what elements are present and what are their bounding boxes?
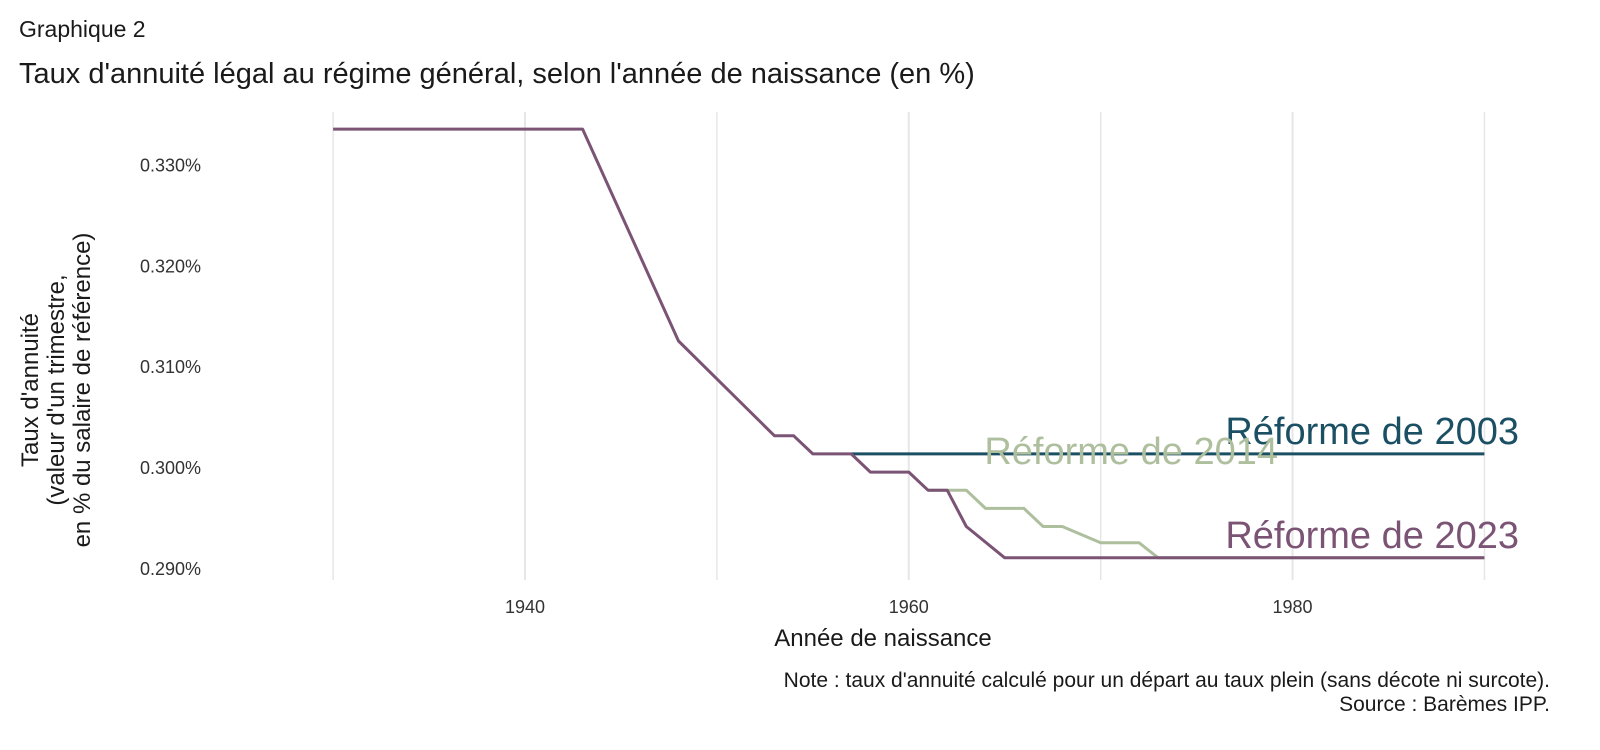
y-tick-label: 0.290%	[140, 559, 201, 579]
y-tick-label: 0.320%	[140, 256, 201, 276]
chart-title: Taux d'annuité légal au régime général, …	[19, 58, 975, 90]
source-text: Source : Barèmes IPP.	[1339, 693, 1550, 716]
y-axis-label-line: Taux d'annuité	[17, 313, 44, 467]
y-axis-label-line: en % du salaire de référence)	[69, 233, 96, 548]
x-tick-label: 1960	[889, 597, 929, 617]
y-axis-label-line: (valeur d'un trimestre,	[43, 274, 70, 505]
y-tick-label: 0.300%	[140, 458, 201, 478]
y-tick-label: 0.310%	[140, 357, 201, 377]
y-tick-label: 0.330%	[140, 155, 201, 175]
series-label: Réforme de 2014	[984, 431, 1278, 473]
y-axis-label: Taux d'annuité (valeur d'un trimestre, en …	[17, 233, 96, 548]
x-tick-label: 1980	[1273, 597, 1313, 617]
x-axis-ticks: 1940 1960 1980	[505, 597, 1313, 617]
note-text: Note : taux d'annuité calculé pour un dé…	[783, 669, 1550, 692]
series-lines	[333, 127, 1485, 560]
chart-note: Note : taux d'annuité calculé pour un dé…	[784, 669, 1550, 717]
grid-lines	[332, 112, 1486, 580]
graph-number: Graphique 2	[19, 16, 146, 42]
series-line	[333, 127, 1485, 560]
series-label: Réforme de 2003	[1225, 411, 1519, 453]
series-line	[928, 488, 1485, 560]
x-tick-label: 1940	[505, 597, 545, 617]
series-label: Réforme de 2023	[1225, 515, 1519, 557]
x-axis-label: Année de naissance	[774, 625, 992, 652]
y-axis-ticks: 0.290% 0.300% 0.310% 0.320% 0.330%	[140, 155, 201, 578]
